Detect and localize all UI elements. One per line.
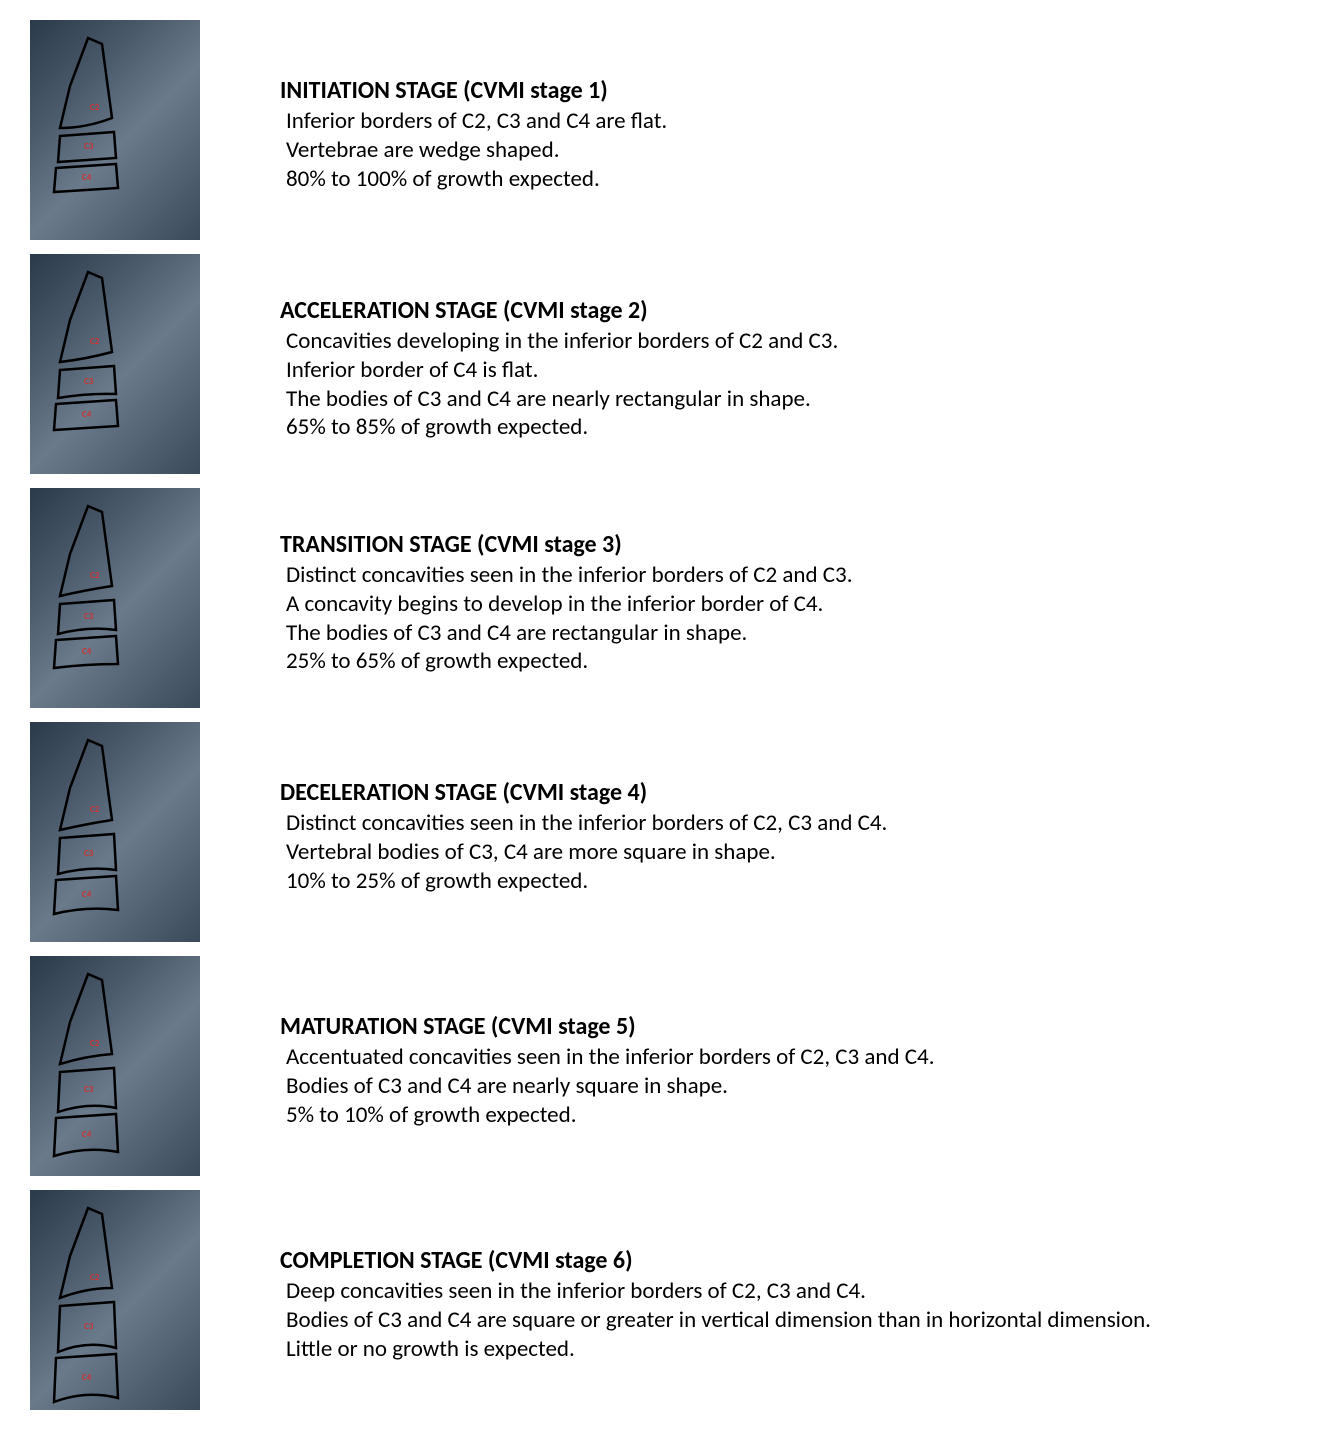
stage-2-line-3: The bodies of C3 and C4 are nearly recta… xyxy=(280,385,1314,414)
stage-row-5: C2 C3 C4 MATURATION STAGE (CVMI stage 5)… xyxy=(30,956,1314,1176)
svg-text:C2: C2 xyxy=(90,102,100,113)
stage-5-line-3: 5% to 10% of growth expected. xyxy=(280,1101,1314,1130)
stage-title-6: COMPLETION STAGE (CVMI stage 6) xyxy=(280,1246,1314,1275)
stage-title-4: DECELERATION STAGE (CVMI stage 4) xyxy=(280,778,1314,807)
xray-thumbnail-stage-2: C2 C3 C4 xyxy=(30,254,200,474)
stage-5-line-2: Bodies of C3 and C4 are nearly square in… xyxy=(280,1072,1314,1101)
stage-6-line-1: Deep concavities seen in the inferior bo… xyxy=(280,1277,1314,1306)
svg-text:C2: C2 xyxy=(90,570,100,581)
stage-2-line-2: Inferior border of C4 is flat. xyxy=(280,356,1314,385)
stage-text-block-5: MATURATION STAGE (CVMI stage 5)Accentuat… xyxy=(280,1002,1314,1129)
stage-row-6: C2 C3 C4 COMPLETION STAGE (CVMI stage 6)… xyxy=(30,1190,1314,1410)
stage-text-block-6: COMPLETION STAGE (CVMI stage 6)Deep conc… xyxy=(280,1236,1314,1363)
stage-1-line-2: Vertebrae are wedge shaped. xyxy=(280,136,1314,165)
svg-text:C4: C4 xyxy=(82,1372,92,1383)
stage-row-1: C2 C3 C4 INITIATION STAGE (CVMI stage 1)… xyxy=(30,20,1314,240)
stage-text-block-1: INITIATION STAGE (CVMI stage 1)Inferior … xyxy=(280,66,1314,193)
stage-3-line-4: 25% to 65% of growth expected. xyxy=(280,647,1314,676)
stage-4-line-3: 10% to 25% of growth expected. xyxy=(280,867,1314,896)
svg-text:C2: C2 xyxy=(90,1038,100,1049)
stage-row-3: C2 C3 C4 TRANSITION STAGE (CVMI stage 3)… xyxy=(30,488,1314,708)
stage-text-block-4: DECELERATION STAGE (CVMI stage 4)Distinc… xyxy=(280,768,1314,895)
xray-thumbnail-stage-5: C2 C3 C4 xyxy=(30,956,200,1176)
svg-text:C2: C2 xyxy=(90,1272,100,1283)
svg-text:C3: C3 xyxy=(84,141,94,152)
svg-text:C3: C3 xyxy=(84,611,94,622)
stage-4-line-1: Distinct concavities seen in the inferio… xyxy=(280,809,1314,838)
svg-text:C3: C3 xyxy=(84,1084,94,1095)
stage-6-line-3: Little or no growth is expected. xyxy=(280,1335,1314,1364)
stage-row-2: C2 C3 C4 ACCELERATION STAGE (CVMI stage … xyxy=(30,254,1314,474)
stage-3-line-2: A concavity begins to develop in the inf… xyxy=(280,590,1314,619)
xray-thumbnail-stage-3: C2 C3 C4 xyxy=(30,488,200,708)
stage-2-line-4: 65% to 85% of growth expected. xyxy=(280,413,1314,442)
stage-4-line-2: Vertebral bodies of C3, C4 are more squa… xyxy=(280,838,1314,867)
stage-6-line-2: Bodies of C3 and C4 are square or greate… xyxy=(280,1306,1314,1335)
stage-title-1: INITIATION STAGE (CVMI stage 1) xyxy=(280,76,1314,105)
svg-text:C2: C2 xyxy=(90,804,100,815)
stage-title-5: MATURATION STAGE (CVMI stage 5) xyxy=(280,1012,1314,1041)
xray-thumbnail-stage-6: C2 C3 C4 xyxy=(30,1190,200,1410)
stage-1-line-3: 80% to 100% of growth expected. xyxy=(280,165,1314,194)
stage-2-line-1: Concavities developing in the inferior b… xyxy=(280,327,1314,356)
svg-text:C3: C3 xyxy=(84,848,94,859)
stage-5-line-1: Accentuated concavities seen in the infe… xyxy=(280,1043,1314,1072)
svg-text:C3: C3 xyxy=(84,376,94,387)
stage-title-3: TRANSITION STAGE (CVMI stage 3) xyxy=(280,530,1314,559)
svg-text:C4: C4 xyxy=(82,1129,92,1140)
svg-text:C4: C4 xyxy=(82,889,92,900)
svg-text:C3: C3 xyxy=(84,1321,94,1332)
svg-text:C4: C4 xyxy=(82,172,92,183)
stages-container: C2 C3 C4 INITIATION STAGE (CVMI stage 1)… xyxy=(30,20,1314,1410)
xray-thumbnail-stage-1: C2 C3 C4 xyxy=(30,20,200,240)
svg-text:C4: C4 xyxy=(82,646,92,657)
stage-text-block-2: ACCELERATION STAGE (CVMI stage 2)Concavi… xyxy=(280,286,1314,442)
stage-3-line-1: Distinct concavities seen in the inferio… xyxy=(280,561,1314,590)
xray-thumbnail-stage-4: C2 C3 C4 xyxy=(30,722,200,942)
stage-row-4: C2 C3 C4 DECELERATION STAGE (CVMI stage … xyxy=(30,722,1314,942)
svg-text:C2: C2 xyxy=(90,336,100,347)
stage-text-block-3: TRANSITION STAGE (CVMI stage 3)Distinct … xyxy=(280,520,1314,676)
svg-text:C4: C4 xyxy=(82,409,92,420)
stage-title-2: ACCELERATION STAGE (CVMI stage 2) xyxy=(280,296,1314,325)
stage-1-line-1: Inferior borders of C2, C3 and C4 are fl… xyxy=(280,107,1314,136)
stage-3-line-3: The bodies of C3 and C4 are rectangular … xyxy=(280,619,1314,648)
